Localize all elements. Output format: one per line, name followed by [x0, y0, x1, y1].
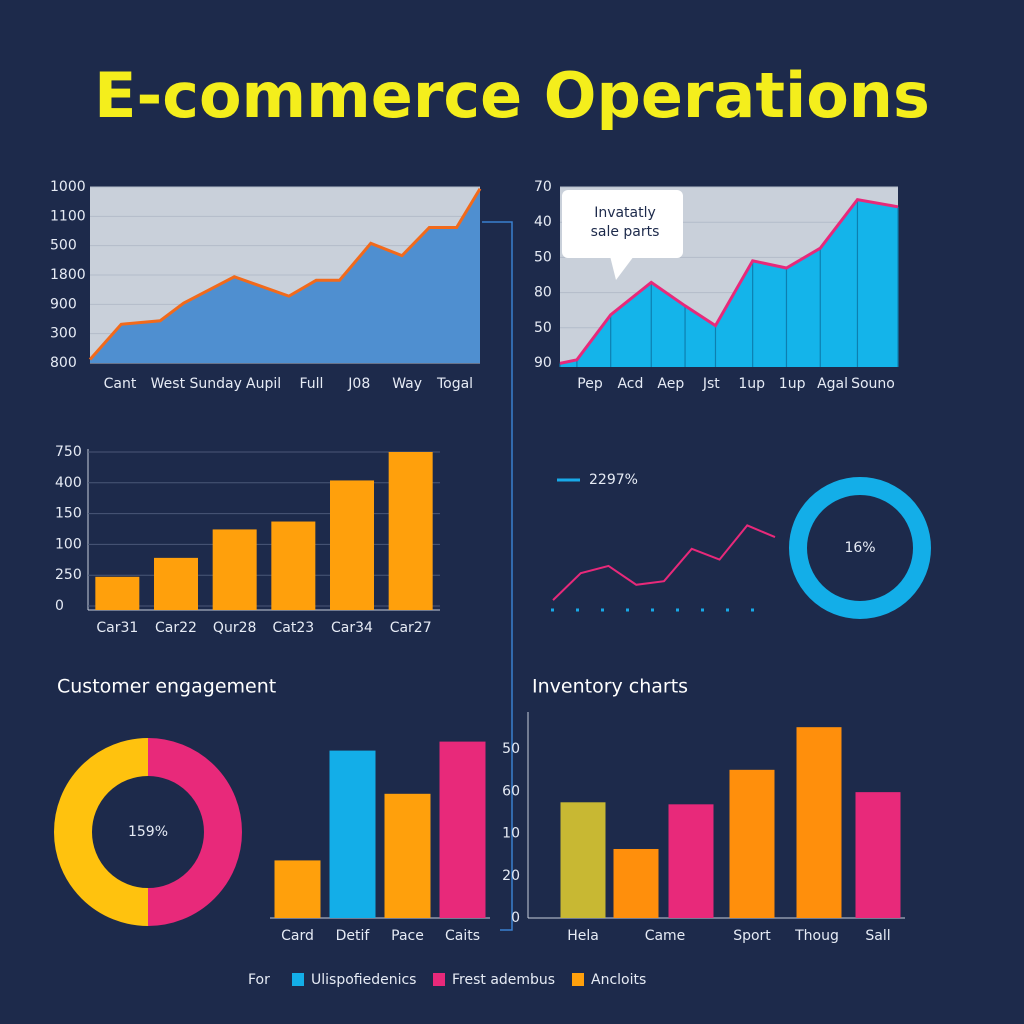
x-tick-label: Car22 [155, 620, 197, 636]
annotation: Invatatly [594, 205, 656, 221]
x-tick-label: J08 [347, 376, 370, 392]
x-tick-label: Car31 [96, 620, 138, 636]
y-tick-label: 1000 [50, 179, 86, 195]
legend-swatch [433, 973, 445, 986]
kpi-value: 16% [844, 540, 875, 556]
area-line [88, 187, 482, 361]
x-tick-label: Sall [865, 928, 890, 944]
x-tick-label: Pace [391, 928, 424, 944]
annotation-box [562, 190, 683, 258]
legend-label: Ancloits [591, 972, 646, 988]
y-tick-label: 50 [534, 320, 552, 336]
y-tick-label: 0 [55, 598, 64, 614]
legend-label: Frest adembus [452, 972, 555, 988]
area-line [559, 197, 899, 365]
x-tick-label: Came [645, 928, 686, 944]
bar [668, 804, 714, 918]
bar [384, 793, 431, 918]
y-tick-label: 750 [55, 444, 82, 460]
ring [789, 477, 931, 619]
connector [482, 221, 513, 931]
bar [274, 860, 321, 918]
x-tick-label: Way [392, 376, 422, 392]
x-tick-label: Thoug [794, 928, 839, 944]
bar [154, 557, 198, 610]
x-tick-label: Aupil [246, 376, 281, 392]
x-tick-label: Jst [702, 376, 720, 392]
bar [95, 576, 140, 610]
y-tick-label: 60 [502, 783, 520, 799]
legend-label: 2297% [589, 472, 638, 488]
y-tick-label: 1800 [50, 267, 86, 283]
x-tick-label: Card [281, 928, 314, 944]
legend-label: Ulispofiedenics [311, 972, 416, 988]
y-tick-label: 80 [534, 285, 552, 301]
x-tick-label: Hela [567, 928, 599, 944]
x-tick-label: West [151, 376, 186, 392]
y-tick-label: 10 [502, 826, 520, 842]
x-tick-label: Sport [733, 928, 771, 944]
bar [329, 750, 376, 918]
area [560, 199, 898, 367]
bar [212, 529, 257, 610]
x-tick-label: Aep [657, 376, 684, 392]
line [552, 524, 776, 601]
x-tick-label: Togal [436, 376, 473, 392]
y-tick-label: 90 [534, 355, 552, 371]
x-tick-label: 1up [779, 376, 806, 392]
dashboard-title: E-commerce Operations [94, 59, 930, 132]
y-tick-label: 1100 [50, 208, 86, 224]
bar [729, 769, 775, 918]
bar [388, 452, 433, 610]
x-tick-label: Car34 [331, 620, 373, 636]
bar [855, 792, 901, 918]
bar [439, 741, 486, 918]
x-tick-label: Detif [336, 928, 371, 944]
y-tick-label: 70 [534, 179, 552, 195]
y-tick-label: 300 [50, 326, 77, 342]
x-tick-label: Cant [104, 376, 137, 392]
bar [330, 480, 374, 610]
legend-title: For [248, 972, 270, 988]
x-tick-label: Agal [817, 376, 848, 392]
y-tick-label: 150 [55, 506, 82, 522]
chart-title: Inventory charts [532, 676, 688, 698]
x-tick-label: 1up [738, 376, 765, 392]
y-tick-label: 50 [502, 741, 520, 757]
y-tick-label: 900 [50, 296, 77, 312]
donut-segment [147, 738, 242, 926]
bar [560, 802, 606, 918]
legend-swatch [572, 973, 584, 986]
x-tick-label: Caits [445, 928, 480, 944]
bar [796, 727, 842, 918]
y-tick-label: 500 [50, 238, 77, 254]
chart-title: Customer engagement [57, 676, 276, 698]
donut-segment [54, 738, 149, 926]
x-tick-label: Cat23 [272, 620, 314, 636]
area [90, 188, 480, 363]
x-tick-label: Acd [617, 376, 643, 392]
y-tick-label: 400 [55, 475, 82, 491]
x-tick-label: Pep [577, 376, 603, 392]
bar [271, 521, 316, 610]
annotation-tail [610, 256, 634, 280]
y-tick-label: 50 [534, 249, 552, 265]
x-tick-label: Souno [851, 376, 895, 392]
x-tick-label: Sunday [190, 376, 242, 392]
y-tick-label: 40 [534, 214, 552, 230]
bar [613, 848, 659, 918]
x-tick-label: Car27 [390, 620, 432, 636]
center-label: 159% [128, 824, 168, 840]
annotation: sale parts [591, 224, 660, 240]
x-tick-label: Full [299, 376, 323, 392]
y-tick-label: 100 [55, 536, 82, 552]
y-tick-label: 800 [50, 355, 77, 371]
legend-swatch [292, 973, 304, 986]
y-tick-label: 20 [502, 868, 520, 884]
x-tick-label: Qur28 [213, 620, 256, 636]
y-tick-label: 250 [55, 567, 82, 583]
y-tick-label: 0 [511, 910, 520, 926]
